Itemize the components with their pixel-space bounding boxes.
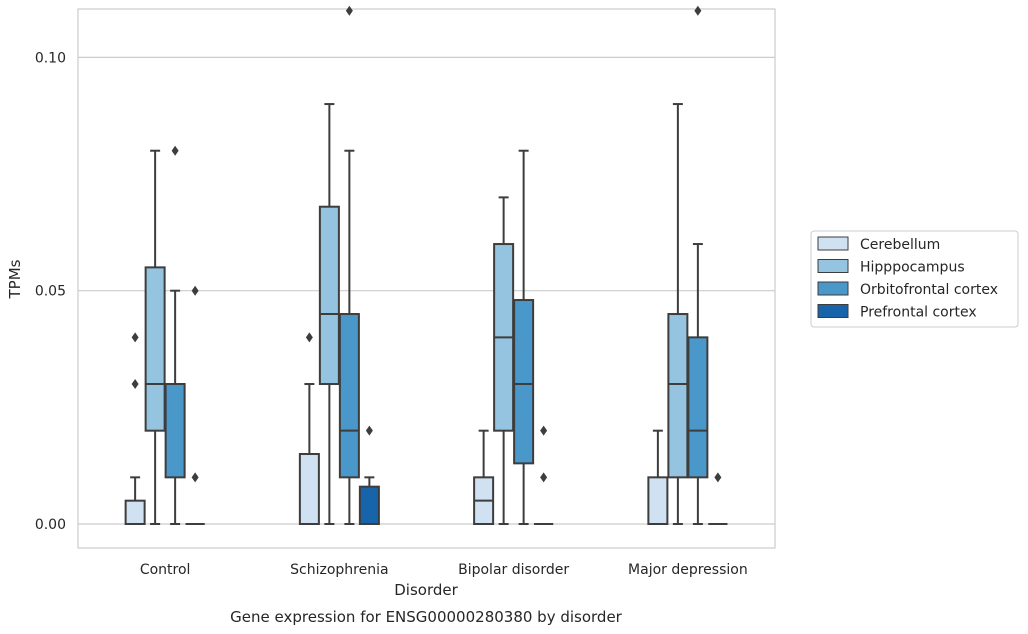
legend: Cerebellum Hipppocampus Orbitofrontal cort… (810, 230, 1019, 328)
box-hipppocampus (667, 103, 689, 525)
box-iqr (667, 313, 689, 479)
box-prefrontal-cortex (708, 472, 728, 525)
box-iqr (318, 205, 340, 386)
box-iqr (513, 299, 535, 465)
x-axis-title: Disorder (394, 581, 458, 599)
outlier-point (345, 5, 353, 16)
legend-label: Orbitofrontal cortex (860, 282, 998, 298)
box-prefrontal-cortex (185, 285, 205, 525)
outlier-point (191, 472, 199, 483)
box-iqr (164, 383, 186, 479)
legend-frame (810, 230, 1019, 328)
legend-swatch (817, 281, 849, 296)
box-prefrontal-cortex (534, 425, 554, 525)
y-tick-label: 0.10 (35, 50, 66, 66)
legend-label: Cerebellum (860, 237, 940, 253)
box-cerebellum (298, 332, 320, 526)
outlier-point (540, 425, 548, 436)
box-iqr (687, 336, 709, 479)
box-iqr (124, 499, 146, 526)
x-tick-label: Major depression (628, 562, 748, 578)
legend-label: Prefrontal cortex (860, 305, 977, 321)
x-tick-label: Control (140, 562, 191, 578)
outlier-point (305, 332, 313, 343)
box-orbitofrontal-cortex (687, 5, 709, 525)
y-axis-title: TPMs (6, 259, 24, 299)
outlier-point (171, 145, 179, 156)
box-hipppocampus (493, 196, 515, 525)
box-prefrontal-cortex (358, 425, 380, 525)
outlier-point (694, 5, 702, 16)
box-iqr (144, 266, 166, 432)
box-orbitofrontal-cortex (513, 149, 535, 525)
x-axis-ticks: Control Schizophrenia Bipolar disorder Majo… (140, 562, 748, 578)
y-tick-label: 0.00 (35, 517, 66, 533)
box-orbitofrontal-cortex (338, 5, 360, 525)
box-series (124, 5, 728, 526)
outlier-point (131, 379, 139, 390)
legend-label: Hipppocampus (860, 260, 965, 276)
box-iqr (298, 453, 320, 526)
legend-swatch (817, 236, 849, 251)
chart-caption: Gene expression for ENSG00000280380 by d… (230, 608, 623, 626)
outlier-point (131, 332, 139, 343)
outlier-point (714, 472, 722, 483)
box-hipppocampus (144, 149, 166, 525)
y-tick-label: 0.05 (35, 284, 66, 300)
box-orbitofrontal-cortex (164, 145, 186, 525)
outlier-point (365, 425, 373, 436)
y-axis-ticks: 0.000.050.100.150.20 (35, 50, 66, 533)
legend-swatch (817, 259, 849, 273)
outlier-point (191, 285, 199, 296)
x-tick-label: Bipolar disorder (458, 562, 569, 578)
outlier-point (540, 472, 548, 483)
legend-swatch (817, 304, 849, 318)
box-iqr (647, 476, 669, 525)
box-iqr (338, 313, 360, 479)
box-iqr (358, 485, 380, 525)
box-cerebellum (647, 429, 669, 525)
box-cerebellum (473, 429, 495, 525)
x-tick-label: Schizophrenia (290, 562, 388, 578)
box-cerebellum (124, 332, 146, 526)
box-hipppocampus (318, 103, 340, 525)
